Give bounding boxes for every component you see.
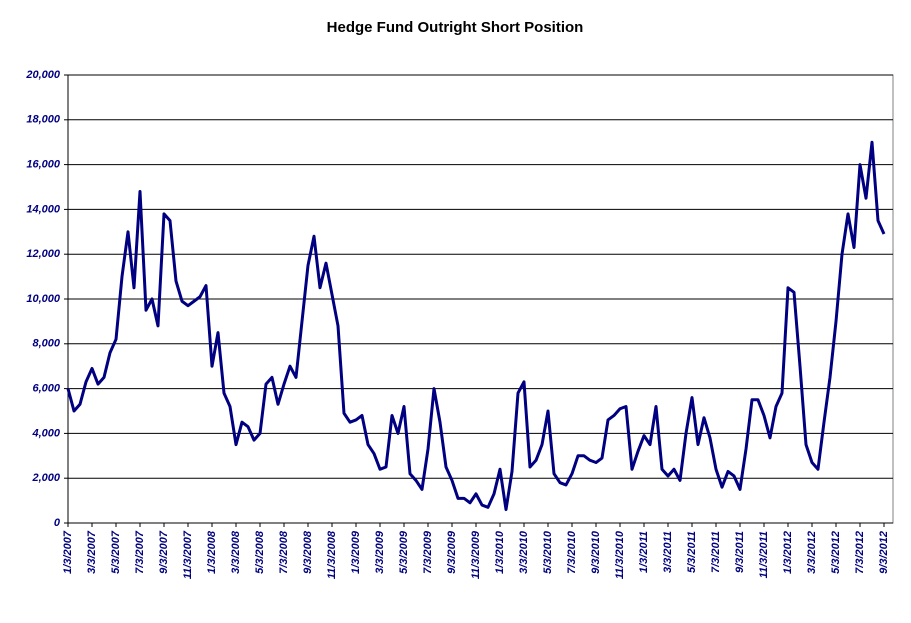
y-tick-label: 14,000 bbox=[26, 203, 61, 215]
x-tick-label: 9/3/2010 bbox=[590, 530, 602, 574]
x-tick-label: 11/3/2008 bbox=[326, 530, 338, 579]
y-tick-label: 16,000 bbox=[26, 159, 61, 171]
x-tick-label: 7/3/2008 bbox=[278, 530, 290, 574]
x-tick-label: 1/3/2010 bbox=[494, 530, 506, 574]
y-tick-label: 18,000 bbox=[26, 114, 61, 126]
x-tick-label: 1/3/2012 bbox=[782, 531, 794, 574]
x-tick-label: 11/3/2010 bbox=[614, 530, 626, 579]
x-tick-label: 9/3/2009 bbox=[446, 530, 458, 574]
x-tick-label: 3/3/2009 bbox=[374, 530, 386, 574]
y-tick-label: 2,000 bbox=[31, 472, 60, 484]
x-tick-label: 7/3/2011 bbox=[710, 531, 722, 573]
x-tick-label: 5/3/2009 bbox=[398, 530, 410, 574]
x-tick-label: 9/3/2007 bbox=[158, 530, 170, 574]
y-tick-label: 4,000 bbox=[31, 427, 60, 439]
x-tick-label: 3/3/2010 bbox=[518, 530, 530, 574]
x-tick-label: 1/3/2008 bbox=[206, 530, 218, 574]
y-tick-label: 20,000 bbox=[25, 69, 61, 81]
x-tick-label: 11/3/2007 bbox=[182, 530, 194, 579]
x-tick-label: 5/3/2010 bbox=[542, 530, 554, 574]
x-tick-label: 3/3/2012 bbox=[806, 531, 818, 574]
x-tick-label: 5/3/2008 bbox=[254, 530, 266, 574]
x-tick-label: 5/3/2007 bbox=[110, 530, 122, 574]
y-tick-label: 0 bbox=[54, 517, 61, 529]
x-tick-label: 7/3/2012 bbox=[854, 531, 866, 574]
x-tick-label: 7/3/2010 bbox=[566, 530, 578, 574]
x-tick-label: 7/3/2009 bbox=[422, 530, 434, 574]
x-tick-label: 7/3/2007 bbox=[134, 530, 146, 574]
x-tick-label: 5/3/2011 bbox=[686, 531, 698, 573]
x-tick-label: 3/3/2008 bbox=[230, 530, 242, 574]
x-tick-label: 1/3/2011 bbox=[638, 531, 650, 573]
x-tick-label: 11/3/2009 bbox=[470, 530, 482, 579]
x-tick-label: 5/3/2012 bbox=[830, 531, 842, 574]
chart-title: Hedge Fund Outright Short Position bbox=[327, 19, 584, 36]
x-tick-label: 9/3/2011 bbox=[734, 531, 746, 573]
x-tick-label: 1/3/2009 bbox=[350, 530, 362, 574]
x-tick-label: 9/3/2012 bbox=[878, 531, 890, 574]
x-tick-label: 11/3/2011 bbox=[758, 531, 770, 578]
data-line bbox=[66, 140, 886, 512]
y-tick-label: 10,000 bbox=[26, 293, 61, 305]
y-tick-label: 12,000 bbox=[26, 248, 61, 260]
x-tick-label: 9/3/2008 bbox=[302, 530, 314, 574]
x-tick-label: 3/3/2007 bbox=[86, 530, 98, 574]
y-tick-label: 6,000 bbox=[32, 383, 60, 395]
y-tick-label: 8,000 bbox=[32, 338, 60, 350]
x-tick-label: 3/3/2011 bbox=[662, 531, 674, 573]
x-tick-label: 1/3/2007 bbox=[62, 530, 74, 574]
